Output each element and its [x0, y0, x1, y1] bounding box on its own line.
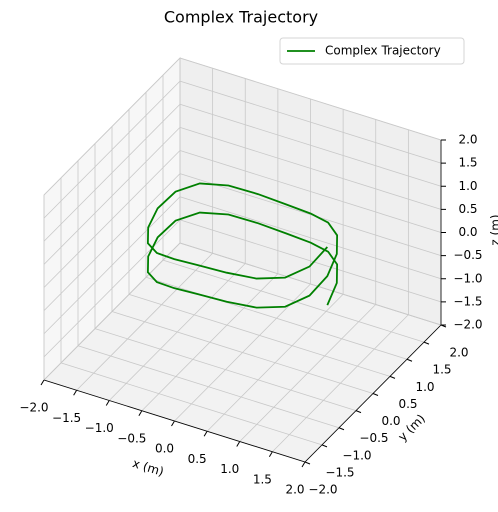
x-tick-label: −1.0 — [85, 421, 114, 435]
y-tick — [389, 375, 396, 379]
x-tick — [105, 400, 110, 406]
z-tick-label: 0.5 — [458, 202, 477, 216]
grid-line — [179, 126, 442, 210]
grid-line — [179, 57, 442, 141]
legend-label: Complex Trajectory — [325, 44, 441, 58]
y-tick-label: −1.5 — [325, 465, 354, 479]
z-tick-label: 1.5 — [458, 156, 477, 170]
x-tick-label: −0.5 — [117, 431, 146, 445]
grid-line — [43, 80, 181, 219]
z-tick-label: 1.0 — [458, 179, 477, 193]
grid-line — [162, 259, 425, 343]
grid-line — [60, 362, 323, 446]
x-tick — [138, 410, 143, 417]
x-tick — [40, 379, 45, 386]
grid-line — [179, 242, 442, 326]
y-tick — [338, 427, 345, 431]
x-tick — [268, 451, 273, 458]
axis-line — [304, 324, 442, 463]
y-tick — [304, 461, 311, 465]
x-tick — [73, 389, 78, 396]
z-tick-label: −0.5 — [453, 248, 482, 262]
x-tick-label: 1.5 — [253, 472, 272, 486]
x-tick-label: −1.5 — [52, 411, 81, 425]
grid-line — [77, 345, 340, 429]
grid-line — [43, 173, 181, 311]
y-tick-label: −1.0 — [342, 448, 371, 462]
grid-line — [179, 150, 442, 233]
y-tick-label: −0.5 — [359, 431, 388, 445]
grid-line — [179, 196, 442, 280]
x-tick — [203, 430, 208, 437]
grid-line — [111, 311, 374, 394]
axis-line — [43, 379, 306, 463]
x-tick — [171, 420, 175, 427]
grid-line — [128, 293, 391, 377]
grid-line — [94, 328, 357, 412]
grid-line — [43, 57, 181, 196]
y-tick-label: −2.0 — [308, 483, 337, 497]
y-tick-label: 2.0 — [449, 346, 468, 360]
grid-line — [179, 219, 442, 303]
grid-line — [145, 276, 408, 360]
grid-line — [179, 103, 442, 187]
x-tick — [236, 441, 241, 447]
z-tick-label: −1.5 — [453, 294, 482, 308]
y-tick-label: 1.0 — [415, 380, 434, 394]
grid-line — [43, 242, 181, 381]
z-axis-label: z (m) — [489, 214, 498, 245]
y-tick — [355, 410, 362, 414]
x-tick-label: 0.5 — [188, 452, 207, 466]
y-tick — [406, 358, 413, 362]
chart-title: Complex Trajectory — [164, 8, 318, 27]
z-tick-label: 2.0 — [458, 133, 477, 147]
z-tick-label: −2.0 — [453, 318, 482, 332]
x-tick-label: 2.0 — [285, 483, 304, 497]
trajectory-line — [146, 182, 339, 309]
y-tick — [423, 341, 430, 345]
grid-line — [43, 219, 181, 358]
grid-line — [179, 80, 442, 164]
x-tick-label: 1.0 — [220, 462, 239, 476]
grid-line — [43, 196, 181, 335]
x-tick-label: 0.0 — [155, 442, 174, 456]
grid-line — [43, 150, 181, 288]
y-tick-label: 0.5 — [398, 397, 417, 411]
y-tick — [372, 393, 379, 396]
grid-line — [43, 127, 181, 265]
x-axis-label: x (m) — [131, 456, 166, 479]
y-tick-label: 1.5 — [432, 363, 451, 377]
x-tick — [301, 461, 306, 468]
grid-line — [43, 103, 181, 242]
z-tick-label: 0.0 — [458, 225, 477, 239]
z-tick-label: −1.0 — [453, 271, 482, 285]
y-tick-label: 0.0 — [381, 414, 400, 428]
y-tick — [321, 444, 328, 448]
legend-box — [279, 37, 465, 65]
x-tick-label: −2.0 — [19, 401, 48, 415]
grid-line — [179, 173, 442, 257]
